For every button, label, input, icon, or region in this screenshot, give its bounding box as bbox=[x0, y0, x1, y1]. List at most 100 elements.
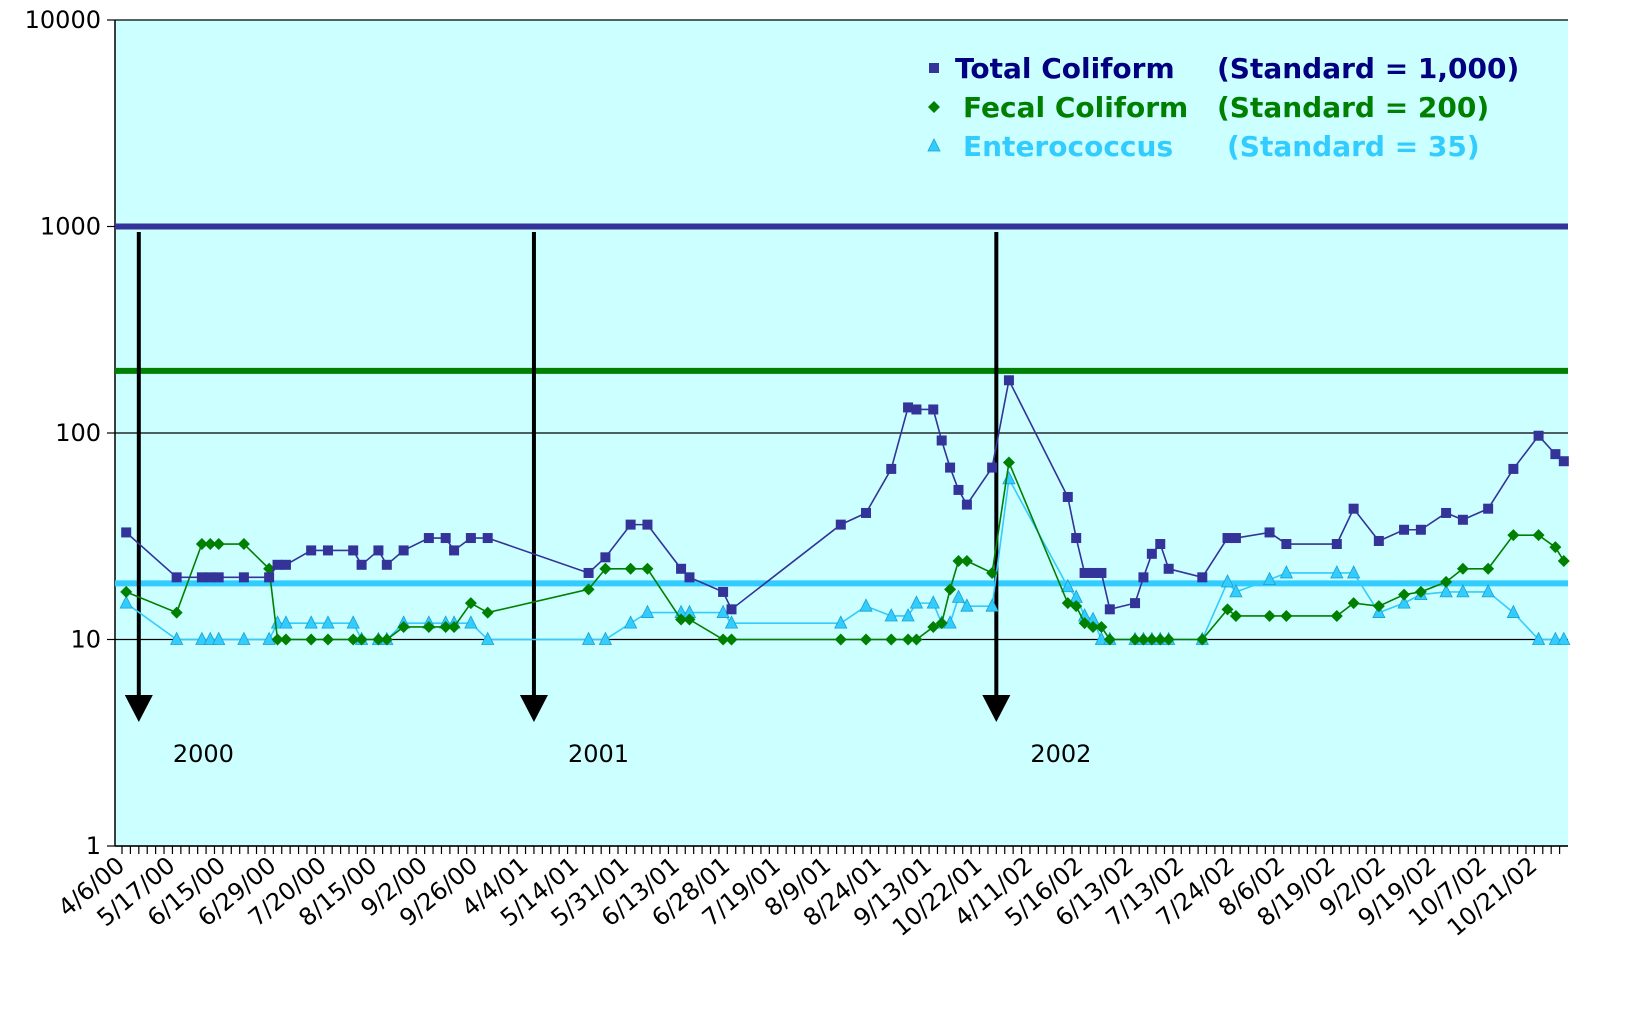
point bbox=[170, 606, 183, 619]
point bbox=[926, 595, 940, 609]
point bbox=[121, 527, 132, 538]
point bbox=[986, 566, 999, 579]
point bbox=[676, 563, 687, 574]
point bbox=[902, 633, 915, 646]
point bbox=[1078, 617, 1091, 630]
point bbox=[1138, 572, 1149, 583]
point bbox=[985, 598, 999, 612]
point bbox=[195, 538, 208, 551]
point bbox=[1071, 533, 1082, 544]
point bbox=[583, 567, 594, 578]
point bbox=[1229, 609, 1242, 622]
point bbox=[1061, 578, 1075, 593]
point bbox=[927, 138, 941, 152]
point bbox=[598, 631, 613, 645]
point bbox=[1221, 603, 1234, 616]
point bbox=[1347, 597, 1360, 610]
point bbox=[119, 595, 133, 609]
point bbox=[1280, 609, 1293, 622]
point bbox=[380, 633, 393, 646]
point bbox=[1415, 524, 1426, 535]
point bbox=[1154, 633, 1167, 646]
point bbox=[624, 562, 637, 575]
point bbox=[944, 583, 957, 596]
point bbox=[623, 615, 638, 629]
point bbox=[373, 545, 384, 556]
point bbox=[279, 615, 293, 629]
point bbox=[464, 597, 477, 610]
point bbox=[1550, 449, 1561, 460]
point bbox=[1508, 463, 1519, 474]
point bbox=[1130, 598, 1141, 609]
point bbox=[212, 538, 225, 551]
point bbox=[886, 463, 897, 474]
point bbox=[279, 633, 292, 646]
point bbox=[1146, 548, 1157, 559]
point bbox=[482, 533, 493, 544]
point bbox=[1457, 514, 1468, 525]
point bbox=[1557, 631, 1571, 645]
point bbox=[1262, 571, 1277, 586]
point bbox=[1482, 562, 1495, 575]
year-label: 2002 bbox=[1030, 740, 1091, 768]
y-tick-label: 10 bbox=[70, 626, 101, 654]
point bbox=[1397, 595, 1411, 609]
point bbox=[1532, 529, 1545, 542]
point bbox=[321, 633, 334, 646]
point bbox=[683, 613, 696, 626]
arrow-head bbox=[124, 695, 153, 722]
point bbox=[640, 604, 655, 618]
point bbox=[1398, 588, 1411, 601]
point bbox=[987, 462, 998, 473]
point bbox=[600, 552, 611, 563]
point bbox=[911, 404, 922, 415]
point bbox=[195, 631, 209, 645]
point bbox=[1548, 631, 1563, 645]
point bbox=[1163, 563, 1174, 574]
point bbox=[945, 462, 956, 473]
point bbox=[205, 572, 216, 583]
point bbox=[1557, 554, 1570, 567]
point bbox=[1440, 575, 1453, 588]
point bbox=[1162, 633, 1175, 646]
point bbox=[169, 631, 184, 645]
point bbox=[581, 631, 596, 645]
point bbox=[961, 499, 972, 510]
point bbox=[927, 620, 940, 633]
legend-label: Total Coliform bbox=[955, 52, 1175, 85]
point bbox=[1456, 562, 1469, 575]
point bbox=[901, 608, 915, 622]
point bbox=[884, 608, 898, 622]
point bbox=[1103, 633, 1116, 646]
point bbox=[204, 538, 217, 551]
legend-standard: (Standard = 35) bbox=[1227, 130, 1480, 163]
point bbox=[397, 620, 410, 633]
point bbox=[304, 615, 318, 629]
point bbox=[272, 559, 283, 570]
point bbox=[684, 572, 695, 583]
point bbox=[1264, 527, 1275, 538]
point bbox=[716, 604, 730, 618]
point bbox=[859, 598, 873, 612]
point bbox=[1137, 633, 1150, 646]
point bbox=[1456, 584, 1470, 598]
point bbox=[481, 606, 494, 619]
point bbox=[885, 633, 898, 646]
point bbox=[1373, 535, 1384, 546]
point bbox=[1088, 567, 1099, 578]
point bbox=[203, 631, 217, 645]
point bbox=[1507, 529, 1520, 542]
point bbox=[717, 633, 730, 646]
point bbox=[582, 583, 595, 596]
point bbox=[270, 615, 285, 629]
point bbox=[372, 633, 385, 646]
point bbox=[237, 631, 251, 645]
point bbox=[951, 589, 966, 603]
point bbox=[1331, 539, 1342, 550]
point bbox=[398, 545, 409, 556]
y-tick-label: 1 bbox=[86, 832, 101, 860]
point bbox=[171, 572, 182, 583]
point bbox=[1104, 604, 1115, 615]
point bbox=[726, 604, 737, 615]
